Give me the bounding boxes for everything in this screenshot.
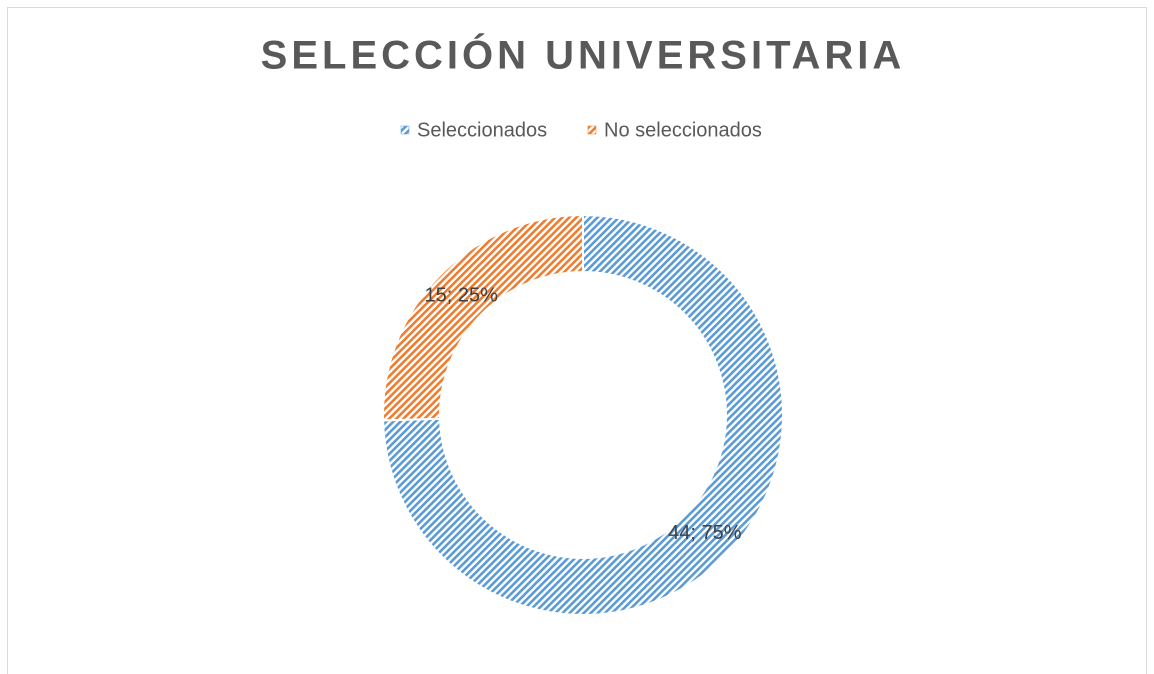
chart-title: SELECCIÓN UNIVERSITARIA xyxy=(261,32,906,78)
legend-swatch xyxy=(587,125,597,135)
legend-label: Seleccionados xyxy=(417,119,547,141)
legend-swatch xyxy=(400,125,410,135)
data-label: 44; 75% xyxy=(668,522,742,544)
legend-label: No seleccionados xyxy=(604,119,762,141)
chart-frame xyxy=(7,7,1147,674)
donut-slice xyxy=(382,213,784,616)
donut-slice xyxy=(382,213,584,422)
data-label: 15; 25% xyxy=(425,285,499,307)
